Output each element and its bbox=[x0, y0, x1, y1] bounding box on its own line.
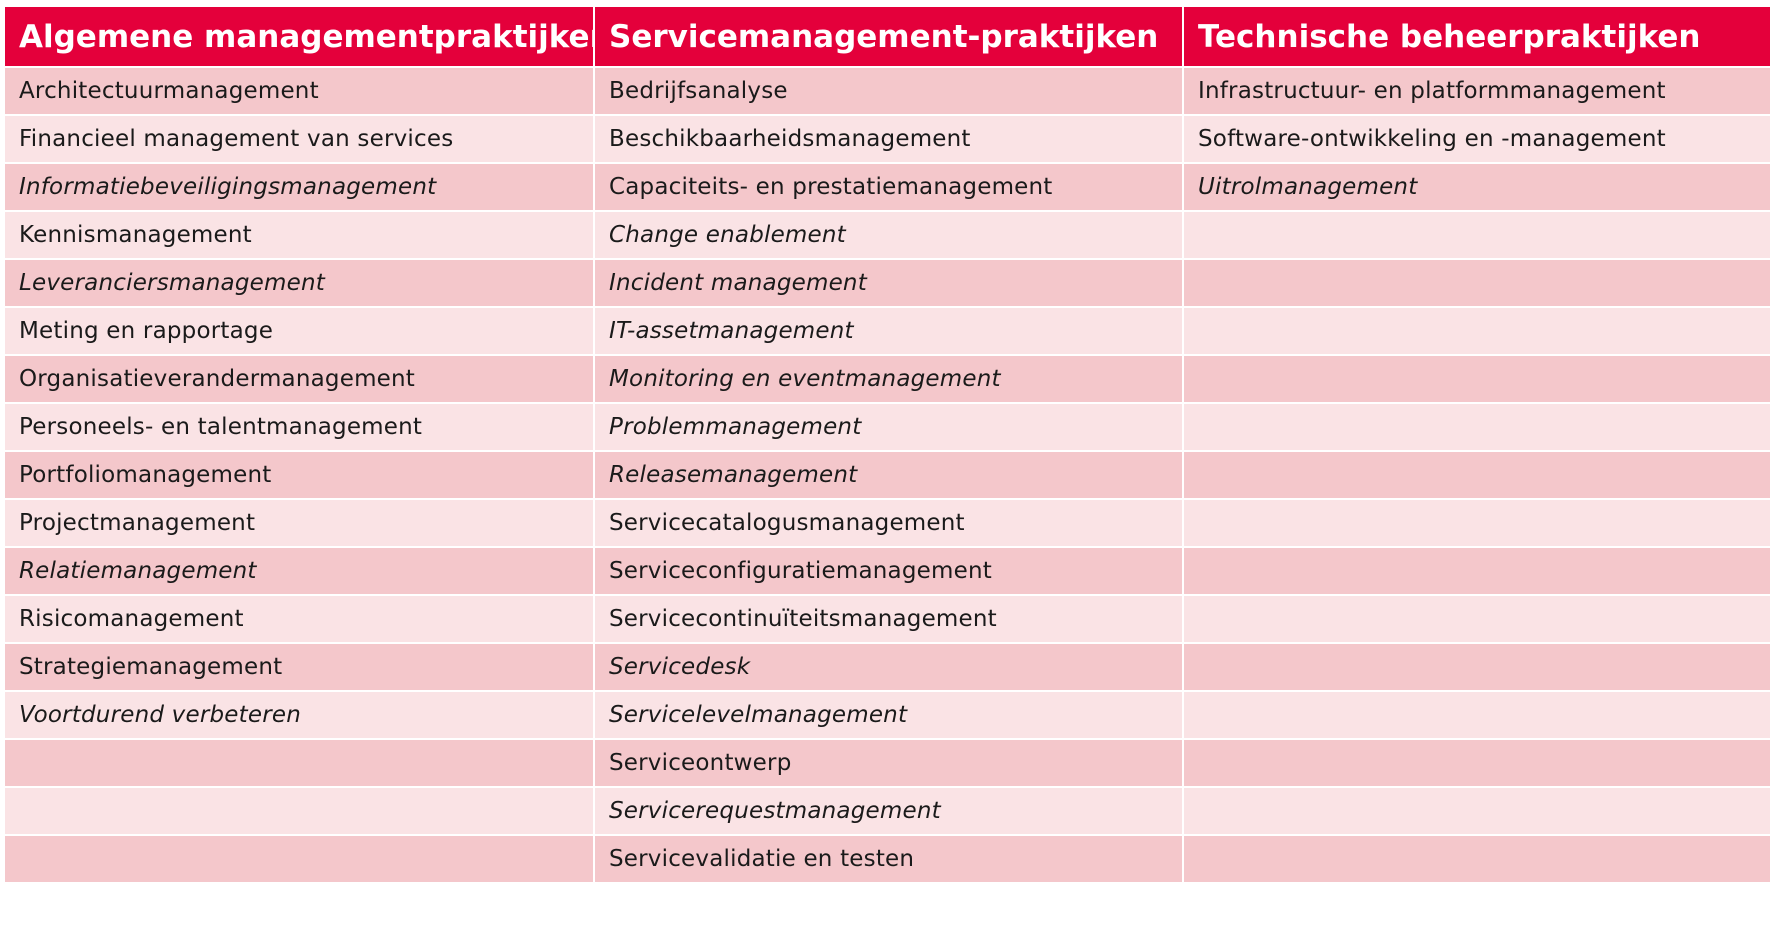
table-row: Architectuurmanagement Bedrijfsanalyse Inf… bbox=[3, 66, 1772, 116]
technical-management-cell bbox=[1182, 834, 1772, 884]
table-row: Serviceontwerp bbox=[3, 738, 1772, 788]
technical-management-cell bbox=[1182, 354, 1772, 404]
service-management-cell: Serviceontwerp bbox=[593, 738, 1184, 788]
table-header: Algemene managementpraktijken Serviceman… bbox=[3, 5, 1772, 68]
general-management-cell: Meting en rapportage bbox=[3, 306, 595, 356]
technical-management-cell bbox=[1182, 786, 1772, 836]
table-row: Portfoliomanagement Releasemanagement bbox=[3, 450, 1772, 500]
service-management-cell: Servicecontinuïteitsmanagement bbox=[593, 594, 1184, 644]
service-management-cell: Incident management bbox=[593, 258, 1184, 308]
technical-management-cell bbox=[1182, 738, 1772, 788]
header-technical-management: Technische beheerpraktijken bbox=[1182, 5, 1772, 68]
technical-management-cell: Software-ontwikkeling en -management bbox=[1182, 114, 1772, 164]
service-management-cell: Change enablement bbox=[593, 210, 1184, 260]
table-row: Risicomanagement Servicecontinuïteitsmana… bbox=[3, 594, 1772, 644]
table-row: Servicerequestmanagement bbox=[3, 786, 1772, 836]
table-row: Relatiemanagement Serviceconfiguratiemana… bbox=[3, 546, 1772, 596]
service-management-cell: Problemmanagement bbox=[593, 402, 1184, 452]
service-management-cell: Servicelevelmanagement bbox=[593, 690, 1184, 740]
technical-management-cell: Uitrolmanagement bbox=[1182, 162, 1772, 212]
technical-management-cell bbox=[1182, 690, 1772, 740]
table-row: Financieel management van services Beschi… bbox=[3, 114, 1772, 164]
table-row: Kennismanagement Change enablement bbox=[3, 210, 1772, 260]
header-row: Algemene managementpraktijken Serviceman… bbox=[3, 5, 1772, 68]
technical-management-cell bbox=[1182, 210, 1772, 260]
table-row: Voortdurend verbeteren Servicelevelmanage… bbox=[3, 690, 1772, 740]
table-row: Projectmanagement Servicecatalogusmanagem… bbox=[3, 498, 1772, 548]
service-management-cell: Releasemanagement bbox=[593, 450, 1184, 500]
technical-management-cell bbox=[1182, 594, 1772, 644]
table-row: Personeels- en talentmanagement Problemma… bbox=[3, 402, 1772, 452]
technical-management-cell bbox=[1182, 498, 1772, 548]
general-management-cell: Kennismanagement bbox=[3, 210, 595, 260]
general-management-cell: Strategiemanagement bbox=[3, 642, 595, 692]
technical-management-cell bbox=[1182, 258, 1772, 308]
service-management-cell: Capaciteits- en prestatiemanagement bbox=[593, 162, 1184, 212]
general-management-cell bbox=[3, 834, 595, 884]
general-management-cell: Architectuurmanagement bbox=[3, 66, 595, 116]
general-management-cell: Organisatieverandermanagement bbox=[3, 354, 595, 404]
general-management-cell: Projectmanagement bbox=[3, 498, 595, 548]
technical-management-cell bbox=[1182, 402, 1772, 452]
service-management-cell: Servicevalidatie en testen bbox=[593, 834, 1184, 884]
general-management-cell bbox=[3, 786, 595, 836]
table-row: Strategiemanagement Servicedesk bbox=[3, 642, 1772, 692]
service-management-cell: Servicerequestmanagement bbox=[593, 786, 1184, 836]
general-management-cell: Risicomanagement bbox=[3, 594, 595, 644]
technical-management-cell: Infrastructuur- en platformmanagement bbox=[1182, 66, 1772, 116]
practices-table: Algemene managementpraktijken Serviceman… bbox=[3, 5, 1772, 884]
service-management-cell: Serviceconfiguratiemanagement bbox=[593, 546, 1184, 596]
general-management-cell: Portfoliomanagement bbox=[3, 450, 595, 500]
table-row: Informatiebeveiligingsmanagement Capacite… bbox=[3, 162, 1772, 212]
service-management-cell: Servicecatalogusmanagement bbox=[593, 498, 1184, 548]
technical-management-cell bbox=[1182, 306, 1772, 356]
service-management-cell: Monitoring en eventmanagement bbox=[593, 354, 1184, 404]
table-row: Organisatieverandermanagement Monitoring … bbox=[3, 354, 1772, 404]
header-general-management: Algemene managementpraktijken bbox=[3, 5, 595, 68]
table-body: Architectuurmanagement Bedrijfsanalyse Inf… bbox=[3, 66, 1772, 884]
service-management-cell: IT-assetmanagement bbox=[593, 306, 1184, 356]
service-management-cell: Servicedesk bbox=[593, 642, 1184, 692]
general-management-cell: Informatiebeveiligingsmanagement bbox=[3, 162, 595, 212]
service-management-cell: Beschikbaarheidsmanagement bbox=[593, 114, 1184, 164]
general-management-cell: Personeels- en talentmanagement bbox=[3, 402, 595, 452]
technical-management-cell bbox=[1182, 450, 1772, 500]
general-management-cell: Relatiemanagement bbox=[3, 546, 595, 596]
general-management-cell: Leveranciersmanagement bbox=[3, 258, 595, 308]
table-row: Servicevalidatie en testen bbox=[3, 834, 1772, 884]
general-management-cell: Financieel management van services bbox=[3, 114, 595, 164]
header-service-management: Servicemanagement-praktijken bbox=[593, 5, 1184, 68]
service-management-cell: Bedrijfsanalyse bbox=[593, 66, 1184, 116]
table-row: Leveranciersmanagement Incident managemen… bbox=[3, 258, 1772, 308]
technical-management-cell bbox=[1182, 642, 1772, 692]
technical-management-cell bbox=[1182, 546, 1772, 596]
general-management-cell bbox=[3, 738, 595, 788]
table-row: Meting en rapportage IT-assetmanagement bbox=[3, 306, 1772, 356]
general-management-cell: Voortdurend verbeteren bbox=[3, 690, 595, 740]
